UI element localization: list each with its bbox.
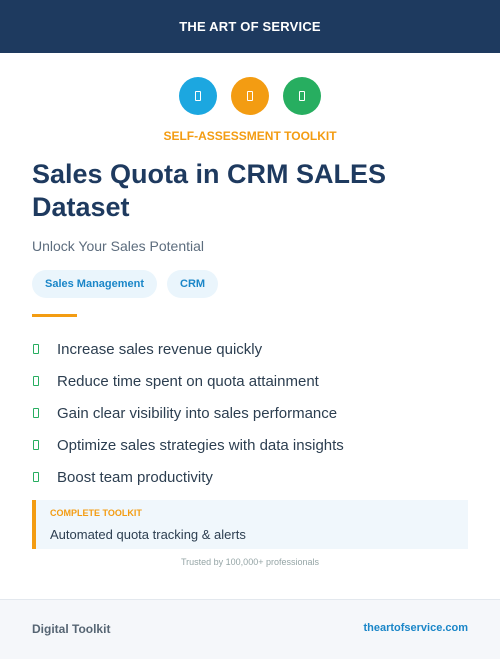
checkbox-icon (33, 440, 39, 450)
toolkit-callout: COMPLETE TOOLKIT Automated quota trackin… (32, 500, 468, 549)
feature-list: Increase sales revenue quickly Reduce ti… (32, 333, 344, 493)
footer-bar: Digital Toolkit theartofservice.com (0, 599, 500, 659)
callout-text: Automated quota tracking & alerts (50, 527, 246, 542)
feature-item: Boost team productivity (32, 461, 344, 493)
checkbox-icon (33, 408, 39, 418)
footer-label: Digital Toolkit (32, 622, 111, 636)
brand-title: THE ART OF SERVICE (179, 19, 321, 34)
feature-item: Reduce time spent on quota attainment (32, 365, 344, 397)
icon-circle-green (283, 77, 321, 115)
page-subtitle: Unlock Your Sales Potential (32, 238, 204, 254)
doc-icon (299, 91, 305, 101)
feature-text: Increase sales revenue quickly (57, 340, 263, 358)
page-title: Sales Quota in CRM SALES Dataset (32, 159, 387, 222)
feature-item: Optimize sales strategies with data insi… (32, 429, 344, 461)
doc-icon (195, 91, 201, 101)
feature-text: Reduce time spent on quota attainment (57, 372, 319, 390)
kicker-label: SELF-ASSESSMENT TOOLKIT (163, 129, 337, 143)
tag-list: Sales Management CRM (32, 270, 219, 298)
feature-text: Optimize sales strategies with data insi… (57, 436, 344, 454)
doc-icon (247, 91, 253, 101)
header-bar: THE ART OF SERVICE (0, 0, 500, 53)
feature-item: Gain clear visibility into sales perform… (32, 397, 344, 429)
icon-row (0, 77, 500, 115)
feature-text: Gain clear visibility into sales perform… (57, 404, 338, 422)
feature-text: Boost team productivity (57, 468, 213, 486)
checkbox-icon (33, 472, 39, 482)
tag-sales-management[interactable]: Sales Management (32, 270, 158, 298)
footer-link[interactable]: theartofservice.com (363, 622, 468, 634)
feature-item: Increase sales revenue quickly (32, 333, 344, 365)
icon-circle-orange (231, 77, 269, 115)
accent-divider (32, 314, 77, 317)
checkbox-icon (33, 344, 39, 354)
callout-label: COMPLETE TOOLKIT (50, 508, 142, 518)
checkbox-icon (33, 376, 39, 386)
trust-note: Trusted by 100,000+ professionals (180, 557, 319, 567)
icon-circle-blue (179, 77, 217, 115)
tag-crm[interactable]: CRM (167, 270, 219, 298)
